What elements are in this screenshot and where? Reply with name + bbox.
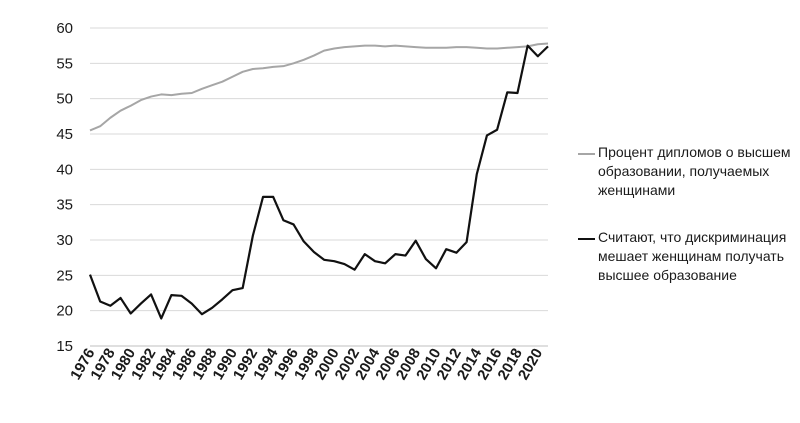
y-tick-label: 30 [56,232,73,249]
y-tick-label: 35 [56,197,73,214]
y-tick-label: 40 [56,161,73,178]
y-tick-label: 25 [56,267,73,284]
y-tick-label: 60 [56,20,73,37]
gridlines [90,27,548,312]
series-lines [88,42,549,320]
y-axis-ticks: 15 20 25 30 35 40 45 50 55 60 [56,20,73,355]
legend-swatch-black [578,238,595,240]
x-axis-ticks: 1976197819801982198419861988199019921994… [67,345,546,383]
series-line-discrimination [88,44,549,320]
y-tick-label: 55 [56,55,73,72]
y-tick-label: 45 [56,126,73,143]
legend-label-discrimination: Считают, что дискриминация мешает женщин… [598,229,787,283]
y-tick-label: 15 [56,338,73,355]
legend-label-female-degrees: Процент дипломов о высшем образовании, п… [598,144,791,198]
legend-swatch-gray [578,153,595,155]
y-tick-label: 20 [56,303,73,320]
y-tick-label: 50 [56,91,73,108]
series-line-female-degrees [89,42,549,132]
